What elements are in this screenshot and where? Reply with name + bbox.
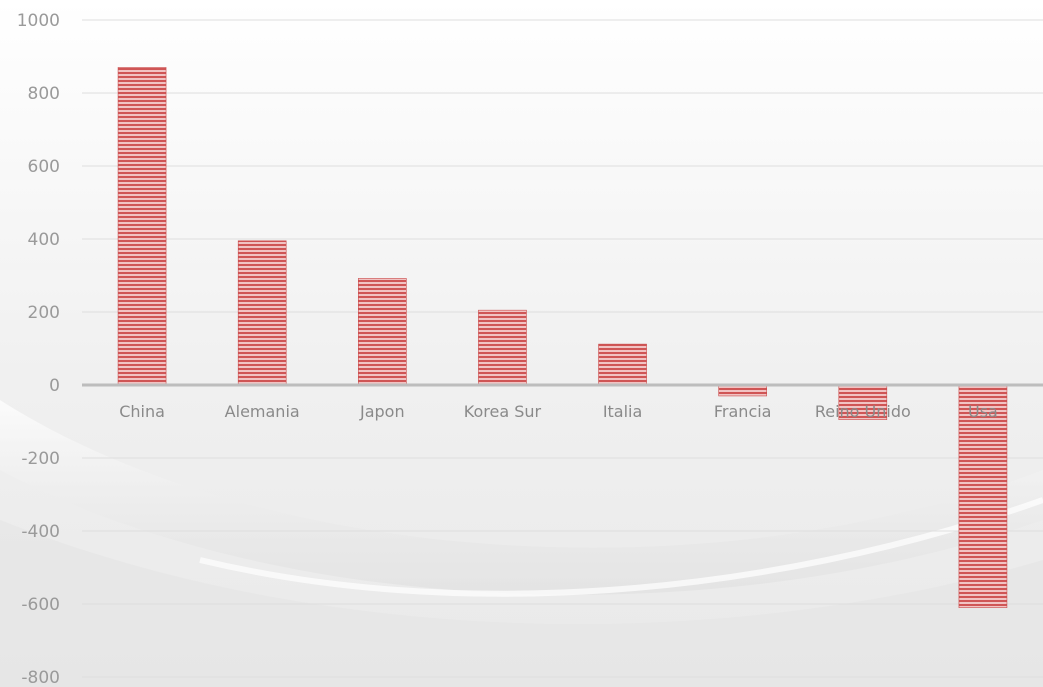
y-axis-tick-labels: 1000 800 600 400 200 0 -200 -400 -600 -800 <box>17 11 60 687</box>
bars <box>117 67 1008 608</box>
background-swoosh-lower <box>0 520 1043 687</box>
y-tick-label: -600 <box>21 595 60 615</box>
bar-francia <box>718 384 767 397</box>
background-swoosh-upper <box>0 400 1043 595</box>
bar-italia <box>598 343 647 386</box>
y-tick-label: 800 <box>28 84 60 104</box>
y-tick-label: 1000 <box>17 11 60 31</box>
category-label: Reino Unido <box>815 402 911 421</box>
category-label: China <box>119 402 165 421</box>
bar-alemania <box>237 240 287 386</box>
category-label: Francia <box>714 402 772 421</box>
category-label: Usa <box>968 402 998 421</box>
category-label: Japon <box>359 402 405 421</box>
bar-china <box>117 67 167 386</box>
category-label: Alemania <box>225 402 300 421</box>
background-highlight <box>199 497 1043 597</box>
y-tick-label: 200 <box>28 303 60 323</box>
y-tick-label: -200 <box>21 449 60 469</box>
y-tick-label: -400 <box>21 522 60 542</box>
y-tick-label: 400 <box>28 230 60 250</box>
y-tick-label: -800 <box>21 668 60 687</box>
category-label: Korea Sur <box>464 402 542 421</box>
category-label: Italia <box>603 402 643 421</box>
bar-reino-unido <box>838 384 888 420</box>
y-tick-label: 600 <box>28 157 60 177</box>
grid-lines <box>82 19 1043 678</box>
bar-usa <box>958 384 1008 608</box>
category-labels: China Alemania Japon Korea Sur Italia Francia… <box>119 402 998 421</box>
y-tick-label: 0 <box>49 376 60 396</box>
bar-japon <box>358 278 407 386</box>
bar-korea-sur <box>478 309 527 386</box>
